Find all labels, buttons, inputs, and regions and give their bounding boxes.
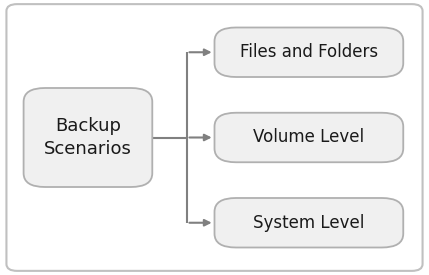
FancyBboxPatch shape	[24, 88, 152, 187]
FancyBboxPatch shape	[214, 198, 403, 248]
Text: Files and Folders: Files and Folders	[240, 43, 378, 61]
Text: System Level: System Level	[253, 214, 365, 232]
FancyBboxPatch shape	[214, 28, 403, 77]
Text: Volume Level: Volume Level	[253, 128, 365, 147]
FancyBboxPatch shape	[214, 113, 403, 162]
Text: Backup
Scenarios: Backup Scenarios	[44, 117, 132, 158]
